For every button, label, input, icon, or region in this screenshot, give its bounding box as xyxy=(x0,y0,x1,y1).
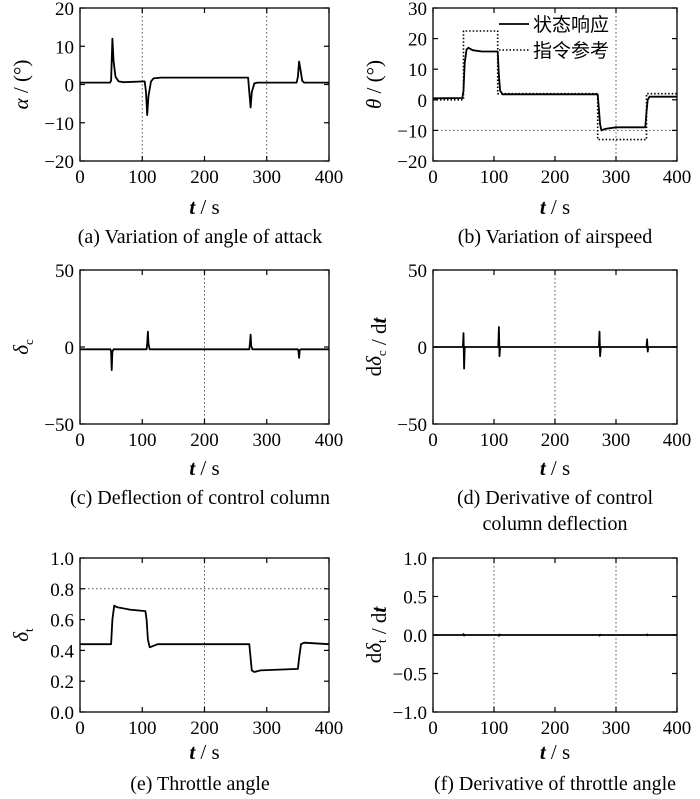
y-tick-label: 10 xyxy=(408,60,427,81)
series-line-main xyxy=(433,633,677,637)
x-tick-label: 400 xyxy=(663,718,692,739)
panel-caption: (f) Derivative of throttle angle xyxy=(434,773,676,795)
y-tick-label: 50 xyxy=(408,261,427,282)
x-tick-label: 300 xyxy=(602,430,631,451)
y-tick-label: −20 xyxy=(397,152,427,173)
y-tick-label: 0.6 xyxy=(50,611,74,632)
x-axis-label: t / s xyxy=(540,195,570,219)
x-tick-label: 100 xyxy=(480,718,509,739)
y-tick-label: 10 xyxy=(55,37,74,58)
x-tick-label: 0 xyxy=(75,430,85,451)
x-tick-label: 100 xyxy=(480,430,509,451)
chart-panel-e: 0 100 200 300 400 0.0 0.2 0.4 0.6 0.8 1.0 t / s δt (e… xyxy=(9,549,343,795)
y-tick-label: 0.2 xyxy=(50,672,74,693)
x-tick-label: 300 xyxy=(602,167,631,188)
x-tick-label: 100 xyxy=(480,167,509,188)
y-tick-label: 20 xyxy=(55,0,74,20)
series-line-main xyxy=(80,604,330,673)
y-tick-label: −10 xyxy=(44,114,74,135)
y-tick-label: 30 xyxy=(408,0,427,20)
series-line-main xyxy=(433,326,677,370)
y-tick-label: 1.0 xyxy=(403,549,427,570)
panel-caption: (e) Throttle angle xyxy=(130,773,270,795)
y-axis-label: dδc / dt xyxy=(362,316,391,376)
x-tick-label: 200 xyxy=(541,167,570,188)
legend-label: 状态响应 xyxy=(533,14,609,36)
y-tick-label: 20 xyxy=(408,30,427,51)
y-tick-label: 0 xyxy=(418,338,428,359)
x-tick-label: 0 xyxy=(428,718,438,739)
y-tick-label: 0.8 xyxy=(50,580,74,601)
chart-panel-b: 0 100 200 300 400 −20 −10 0 10 20 30 t / s θ / (°) (b… xyxy=(362,0,691,248)
x-tick-label: 200 xyxy=(190,430,219,451)
x-axis-label: t / s xyxy=(189,195,219,219)
x-tick-label: 200 xyxy=(190,718,219,739)
y-tick-label: −10 xyxy=(397,121,427,142)
y-tick-label: −50 xyxy=(44,415,74,436)
plot-frame xyxy=(79,7,330,162)
x-tick-label: 300 xyxy=(602,718,631,739)
x-tick-label: 0 xyxy=(428,167,438,188)
y-axis-label: θ / (°) xyxy=(362,60,386,109)
y-tick-label: −20 xyxy=(44,152,74,173)
x-axis-label: t / s xyxy=(540,740,570,764)
y-axis-label: δc xyxy=(9,339,36,355)
y-tick-label: 0.4 xyxy=(50,641,74,662)
series-line-reference xyxy=(433,30,677,141)
x-tick-label: 400 xyxy=(663,430,692,451)
x-tick-label: 300 xyxy=(253,167,282,188)
x-tick-label: 200 xyxy=(541,430,570,451)
y-tick-label: 50 xyxy=(55,261,74,282)
y-tick-label: 0.0 xyxy=(403,626,427,647)
x-tick-label: 100 xyxy=(128,430,157,451)
y-tick-label: 0 xyxy=(418,91,428,112)
panel-caption: (b) Variation of airspeed xyxy=(458,226,653,248)
series-line-main xyxy=(80,37,329,116)
x-tick-label: 100 xyxy=(128,167,157,188)
x-tick-label: 300 xyxy=(253,430,282,451)
y-tick-label: −50 xyxy=(397,415,427,436)
y-tick-label: 0 xyxy=(65,338,75,359)
panel-caption-line2: column deflection xyxy=(483,513,628,535)
panel-caption: (a) Variation of angle of attack xyxy=(78,226,323,248)
x-axis-label: t / s xyxy=(189,456,219,480)
y-tick-label: 1.0 xyxy=(50,549,74,570)
y-tick-label: 0.0 xyxy=(50,703,74,724)
y-axis-label: α / (°) xyxy=(9,60,33,110)
y-tick-label: 0 xyxy=(65,76,75,97)
y-tick-label: 0.5 xyxy=(403,588,427,609)
x-tick-label: 0 xyxy=(75,718,85,739)
x-tick-label: 400 xyxy=(663,167,692,188)
panel-caption: (c) Deflection of control column xyxy=(70,487,330,509)
x-tick-label: 100 xyxy=(128,718,157,739)
x-tick-label: 400 xyxy=(315,167,344,188)
y-axis-label: δt xyxy=(9,628,36,642)
x-tick-label: 0 xyxy=(428,430,438,451)
y-axis-label: dδt / dt xyxy=(362,606,391,664)
y-tick-label: −1.0 xyxy=(393,703,427,724)
legend-label: 指令参考 xyxy=(533,40,609,62)
x-axis-label: t / s xyxy=(189,740,219,764)
series-line-main xyxy=(80,330,329,371)
x-tick-label: 400 xyxy=(315,430,344,451)
x-axis-label: t / s xyxy=(540,456,570,480)
y-tick-label: −0.5 xyxy=(393,665,427,686)
x-tick-label: 300 xyxy=(253,718,282,739)
x-tick-label: 400 xyxy=(315,718,344,739)
x-tick-label: 200 xyxy=(190,167,219,188)
panel-caption: (d) Derivative of control xyxy=(457,487,653,509)
x-tick-label: 0 xyxy=(75,167,85,188)
chart-panel-f: 0 100 200 300 400 −1.0 −0.5 0.0 0.5 1.0 t / s dδt /… xyxy=(362,549,691,795)
x-tick-label: 200 xyxy=(541,718,570,739)
chart-panel-a: 0 100 200 300 400 −20 −10 0 10 20 t / s α / (°) (a) … xyxy=(9,0,343,248)
